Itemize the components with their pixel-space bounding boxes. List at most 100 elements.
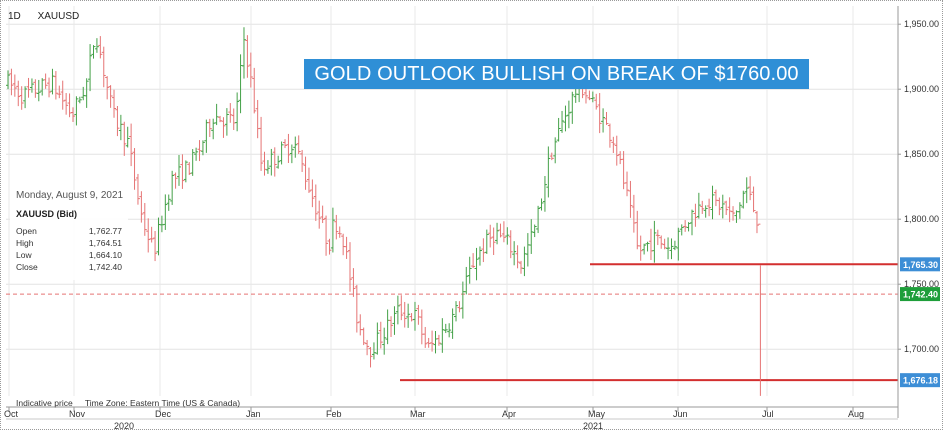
ohlc-bar: [522, 246, 527, 277]
ohlc-bar: [474, 247, 479, 281]
ohlc-bar: [402, 301, 407, 328]
ohlc-bar: [9, 68, 14, 96]
ohlc-bar: [279, 141, 284, 165]
ohlc-bar: [12, 74, 17, 97]
ohlc-bar: [262, 151, 267, 176]
support-badge-bg: [900, 373, 940, 388]
ohlc-bar: [200, 140, 205, 156]
resistance-badge-label: 1,765.30: [903, 260, 938, 270]
ohlc-bar: [686, 222, 691, 232]
ohlc-bar: [330, 207, 335, 253]
ohlc-bar: [344, 236, 349, 259]
ohlc-bar: [313, 184, 318, 221]
ohlc-bar: [734, 210, 739, 223]
ohlc-bar: [604, 112, 609, 125]
ohlc-bar: [283, 139, 288, 149]
ohlc-row: Close 1,742.40: [16, 261, 122, 273]
ohlc-bar: [467, 256, 472, 284]
ohlc-bar: [98, 36, 103, 59]
ohlc-bar: [293, 136, 298, 158]
ohlc-bar: [481, 238, 486, 263]
ohlc-bar: [67, 93, 72, 118]
ohlc-bar: [454, 301, 459, 322]
ohlc-bar: [724, 200, 729, 215]
y-tick-label: 1,900.00: [904, 84, 939, 94]
symbol-header: 1D XAUUSD: [8, 11, 93, 22]
ohlc-bar: [751, 186, 756, 213]
ohlc-bar: [693, 203, 698, 227]
ohlc-bar: [590, 91, 595, 103]
ohlc-bar: [642, 243, 647, 255]
ohlc-bar: [57, 85, 62, 99]
ohlc-bar: [132, 148, 137, 190]
horizontal-levels: [6, 263, 898, 382]
ohlc-bar: [652, 220, 657, 263]
ohlc-bar: [320, 205, 325, 224]
ohlc-bar: [276, 155, 281, 169]
ohlc-bar: [105, 76, 110, 100]
ohlc-bar: [60, 80, 65, 110]
close-badge-bg: [900, 287, 940, 302]
ohlc-bar: [47, 77, 52, 98]
ohlc-row: Open 1,762.77: [16, 225, 122, 237]
ohlc-bar: [241, 27, 246, 79]
ohlc-bar: [348, 242, 352, 292]
ohlc-bar: [361, 327, 366, 346]
ohlc-bar: [194, 147, 199, 161]
ohlc-bar: [50, 68, 55, 95]
ohlc-bar: [197, 140, 202, 162]
ohlc-bar: [214, 103, 219, 126]
ohlc-bar: [601, 108, 606, 133]
x-tick-label: Aug: [848, 409, 864, 419]
symbol-label: XAUUSD: [37, 11, 80, 22]
ohlc-bar: [512, 241, 517, 266]
y-tick-label: 1,850.00: [904, 149, 939, 159]
ohlc-bar: [426, 337, 431, 348]
ohlc-bar: [529, 219, 534, 254]
ohlc-bar: [115, 105, 120, 137]
ohlc-bar: [457, 301, 462, 313]
ohlc-label: Low: [16, 250, 32, 260]
ohlc-bar: [255, 99, 260, 139]
ohlc-bar: [416, 304, 421, 325]
ohlc-info-box: Monday, August 9, 2021 XAUUSD (Bid) Open…: [10, 190, 128, 280]
ohlc-bar: [368, 347, 373, 368]
ohlc-bar: [118, 114, 123, 141]
ohlc-value: 1,762.77: [88, 226, 122, 236]
ohlc-bar: [597, 93, 602, 134]
ohlc-bar: [235, 92, 240, 132]
ohlc-bar: [566, 100, 571, 129]
ohlc-bar: [563, 105, 568, 132]
indicative-label: Indicative price: [16, 398, 73, 408]
ohlc-bar: [88, 44, 93, 92]
y-tick-label: 1,750.00: [904, 279, 939, 289]
ohlc-value: 1,764.51: [88, 238, 122, 248]
ohlc-bar: [546, 146, 551, 198]
ohlc-bar: [23, 86, 28, 109]
ohlc-bar: [252, 67, 257, 114]
ohlc-bar: [710, 185, 715, 220]
ohlc-bar: [337, 226, 342, 238]
ohlc-bar: [717, 197, 722, 216]
ohlc-bar: [228, 103, 233, 123]
ohlc-bar: [501, 221, 506, 243]
ohlc-bar: [679, 224, 684, 236]
ohlc-bar: [594, 93, 599, 110]
ohlc-bar: [296, 135, 301, 154]
ohlc-bar: [125, 126, 130, 148]
ohlc-bar: [375, 322, 380, 355]
ohlc-bar: [419, 309, 424, 345]
ohlc-date: Monday, August 9, 2021: [16, 190, 124, 201]
ohlc-bar: [423, 326, 428, 348]
ohlc-bar: [324, 215, 329, 256]
ohlc-value: 1,742.40: [88, 262, 122, 272]
x-year-label: 2020: [114, 421, 134, 430]
ohlc-bar: [741, 190, 746, 209]
ohlc-bar: [245, 35, 250, 78]
ohlc-bar: [491, 227, 496, 256]
ohlc-bar: [142, 203, 147, 236]
ohlc-bar: [696, 192, 701, 219]
ohlc-bar: [36, 79, 41, 102]
ohlc-bar: [672, 240, 677, 251]
ohlc-bar: [392, 306, 397, 335]
